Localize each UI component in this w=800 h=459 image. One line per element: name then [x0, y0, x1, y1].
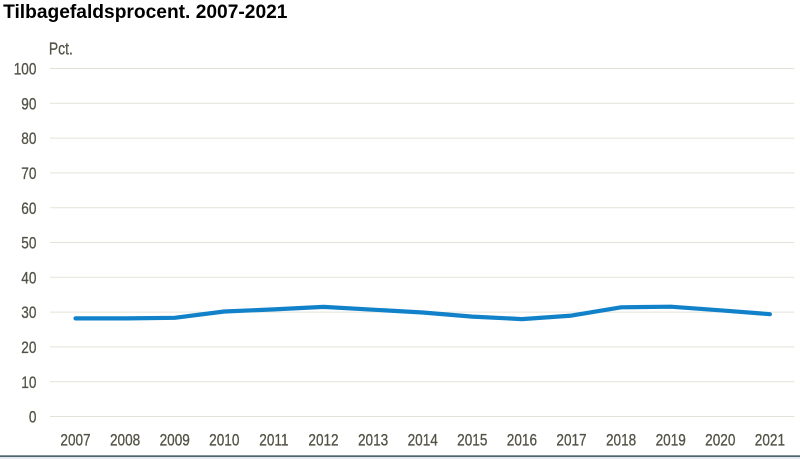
svg-text:2010: 2010	[209, 431, 239, 450]
svg-text:80: 80	[21, 130, 36, 149]
svg-text:90: 90	[21, 95, 36, 114]
svg-text:2009: 2009	[160, 431, 190, 450]
svg-text:2016: 2016	[507, 431, 537, 450]
svg-text:2017: 2017	[556, 431, 586, 450]
svg-text:20: 20	[21, 339, 36, 358]
svg-text:10: 10	[21, 373, 36, 392]
svg-text:100: 100	[14, 60, 37, 79]
svg-text:50: 50	[21, 234, 36, 253]
svg-text:2018: 2018	[606, 431, 636, 450]
svg-text:30: 30	[21, 304, 36, 323]
svg-text:60: 60	[21, 199, 36, 218]
svg-text:2015: 2015	[457, 431, 487, 450]
svg-text:2020: 2020	[705, 431, 735, 450]
svg-text:2007: 2007	[60, 431, 90, 450]
svg-text:0: 0	[29, 408, 37, 427]
svg-text:2012: 2012	[308, 431, 338, 450]
svg-text:2021: 2021	[755, 431, 785, 450]
svg-text:Tilbagefaldsprocent. 2007-2021: Tilbagefaldsprocent. 2007-2021	[3, 2, 288, 23]
svg-text:40: 40	[21, 269, 36, 288]
svg-text:2008: 2008	[110, 431, 140, 450]
svg-text:2011: 2011	[259, 431, 288, 450]
svg-text:2013: 2013	[358, 431, 388, 450]
svg-text:2014: 2014	[408, 431, 439, 450]
svg-text:70: 70	[21, 165, 36, 184]
svg-text:Pct.: Pct.	[49, 40, 73, 59]
svg-text:2019: 2019	[656, 431, 686, 450]
